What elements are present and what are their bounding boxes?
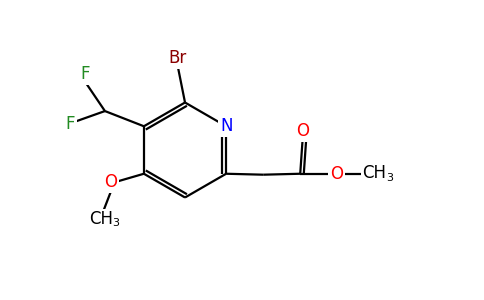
Text: N: N bbox=[220, 117, 232, 135]
Text: 3: 3 bbox=[112, 218, 120, 228]
Text: F: F bbox=[80, 65, 90, 83]
Text: CH: CH bbox=[90, 210, 114, 228]
Text: O: O bbox=[104, 173, 117, 191]
Text: Br: Br bbox=[169, 49, 187, 67]
Text: O: O bbox=[296, 122, 309, 140]
Text: O: O bbox=[330, 165, 343, 183]
Text: 3: 3 bbox=[387, 172, 393, 182]
Text: CH: CH bbox=[362, 164, 386, 182]
Text: F: F bbox=[65, 115, 75, 133]
